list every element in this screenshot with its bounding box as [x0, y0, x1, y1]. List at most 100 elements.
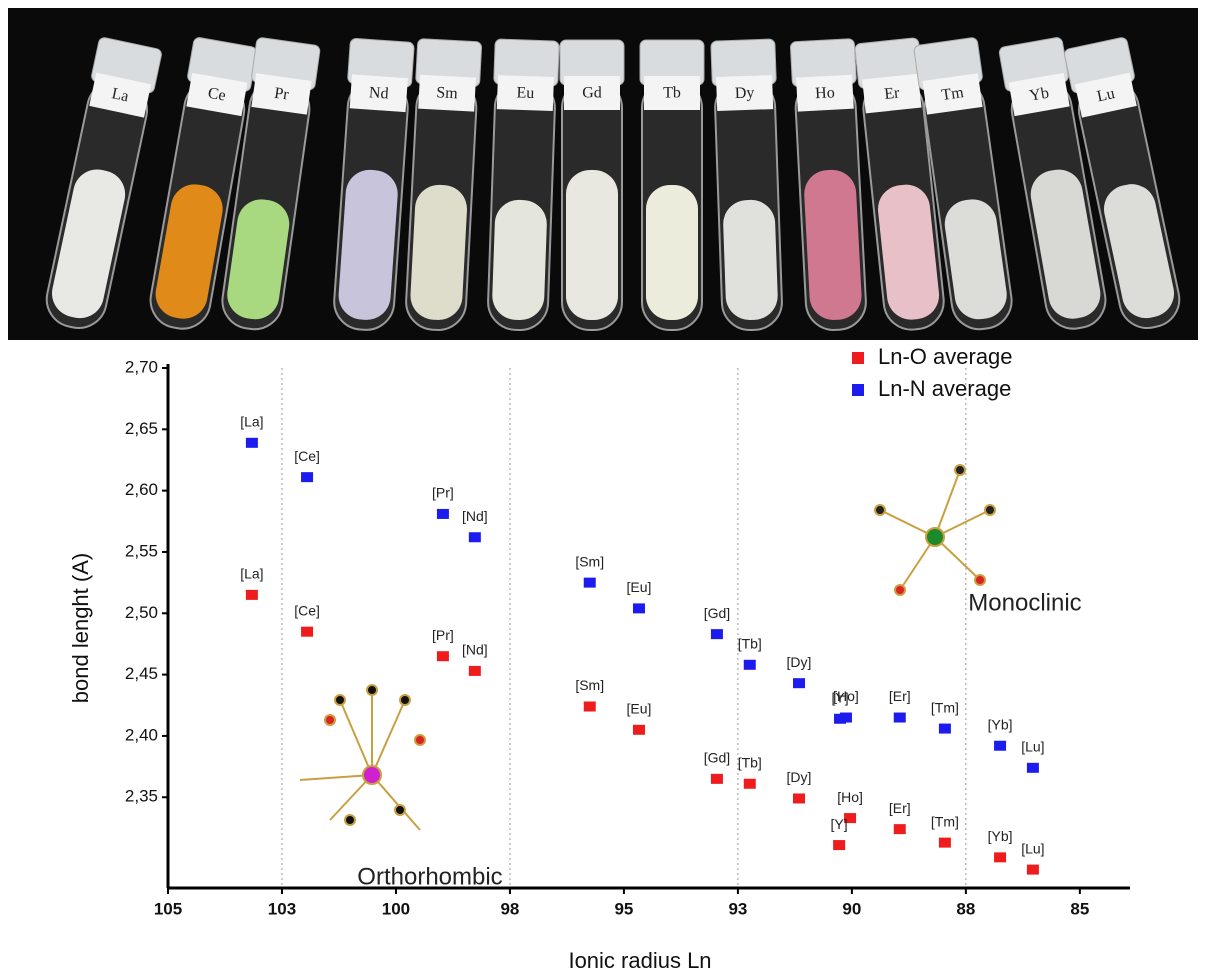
tube-label-paper — [418, 74, 476, 112]
molecule-orthorhombic — [299, 684, 426, 831]
tube-label-paper — [89, 72, 152, 118]
tube-label: Nd — [368, 84, 389, 102]
tube-content — [1030, 169, 1101, 319]
point — [1026, 864, 1039, 875]
point — [583, 577, 596, 588]
point — [1026, 762, 1039, 773]
point-label: [Eu] — [627, 700, 652, 716]
tube-label: Eu — [516, 84, 534, 102]
point — [743, 778, 756, 789]
point-label: [Yb] — [988, 828, 1013, 844]
tube-label: Ho — [815, 84, 835, 102]
tube-label: Sm — [436, 84, 459, 102]
tube-label-paper — [564, 76, 620, 110]
tube: Yb — [998, 37, 1107, 330]
tube-content — [566, 170, 618, 320]
tube: Lu — [1064, 37, 1181, 329]
point-label: [Er] — [889, 688, 911, 704]
point-label: [Ho] — [837, 789, 863, 805]
legend-label: Ln-O average — [878, 344, 1013, 369]
point-label: [Y] — [831, 816, 848, 832]
point — [938, 723, 951, 734]
point-label: [Sm] — [575, 553, 604, 569]
photo: La Ce Pr Nd Sm Eu Gd Tb Dy Ho Er Tm Yb Lu — [45, 37, 1181, 332]
point-label: [Lu] — [1021, 739, 1044, 755]
point-label: [Tm] — [931, 813, 959, 829]
point — [468, 532, 481, 543]
y-tick-label: 2,40 — [125, 725, 158, 744]
tube: Ho — [789, 38, 867, 331]
point-label: [La] — [240, 566, 263, 582]
point-label: [Dy] — [787, 769, 812, 785]
molecule-monoclinic — [874, 464, 996, 596]
point-label: [Tb] — [738, 754, 762, 770]
y-tick-label: 2,45 — [125, 664, 158, 683]
y-axis-title: bond lenght (A) — [68, 553, 93, 703]
tube: Ce — [149, 37, 258, 330]
tube-label: Pr — [273, 85, 290, 104]
point-label: [Lu] — [1021, 840, 1044, 856]
tube-label-paper — [251, 73, 312, 115]
tube-label-paper — [496, 75, 554, 112]
x-tick-label: 95 — [614, 899, 633, 918]
tube-label: Dy — [735, 84, 755, 102]
point-label: [Y] — [831, 689, 848, 705]
tube-label-paper — [1008, 72, 1070, 117]
point — [245, 589, 258, 600]
point-label: [Ce] — [294, 448, 320, 464]
tube-label-paper — [862, 73, 922, 114]
annotation: Monoclinic — [968, 589, 1081, 616]
point — [710, 773, 723, 784]
point — [583, 701, 596, 712]
point-label: [Er] — [889, 800, 911, 816]
point — [245, 437, 258, 448]
point — [994, 852, 1007, 863]
point-label: [Tb] — [738, 635, 762, 651]
tube: Er — [854, 37, 945, 331]
tube-label: La — [110, 85, 130, 105]
point — [844, 813, 857, 824]
tube-content — [877, 184, 940, 320]
x-tick-label: 93 — [728, 899, 747, 918]
tube-content — [338, 169, 398, 320]
point-label: [Nd] — [462, 642, 488, 658]
tube: Eu — [487, 38, 560, 332]
x-tick-label: 103 — [268, 899, 296, 918]
point-label: [Sm] — [575, 677, 604, 693]
tube-content — [723, 199, 778, 321]
point — [436, 508, 449, 519]
tube-label: Tb — [663, 85, 681, 102]
point-label: [Ce] — [294, 602, 320, 618]
point-label: [Ho] — [833, 688, 859, 704]
point-label: [Dy] — [787, 654, 812, 670]
y-tick-label: 2,55 — [125, 541, 158, 560]
tube: Nd — [333, 38, 415, 331]
point-label: [Pr] — [432, 627, 454, 643]
x-tick-label: 85 — [1070, 899, 1089, 918]
tube: Tm — [913, 37, 1013, 331]
point — [839, 712, 852, 723]
x-tick-label: 105 — [154, 899, 182, 918]
point — [301, 472, 314, 483]
x-tick-label: 90 — [842, 899, 861, 918]
point — [893, 712, 906, 723]
x-tick-label: 98 — [500, 899, 519, 918]
point-label: [Gd] — [704, 750, 730, 766]
tube-label-paper — [1074, 72, 1137, 118]
point — [833, 840, 846, 851]
point — [792, 793, 805, 804]
tube-content — [410, 184, 468, 320]
x-axis-title: Ionic radius Ln — [568, 948, 711, 973]
tube-content — [492, 199, 547, 321]
tube: Tb — [639, 39, 705, 331]
y-tick-label: 2,35 — [125, 787, 158, 806]
point — [632, 724, 645, 735]
legend-label: Ln-N average — [878, 376, 1011, 401]
point-label: [Eu] — [627, 579, 652, 595]
tube-content — [52, 169, 126, 319]
tube: Pr — [221, 37, 321, 331]
point-label: [Pr] — [432, 485, 454, 501]
legend-swatch — [852, 352, 864, 364]
point-label: [Yb] — [988, 716, 1013, 732]
